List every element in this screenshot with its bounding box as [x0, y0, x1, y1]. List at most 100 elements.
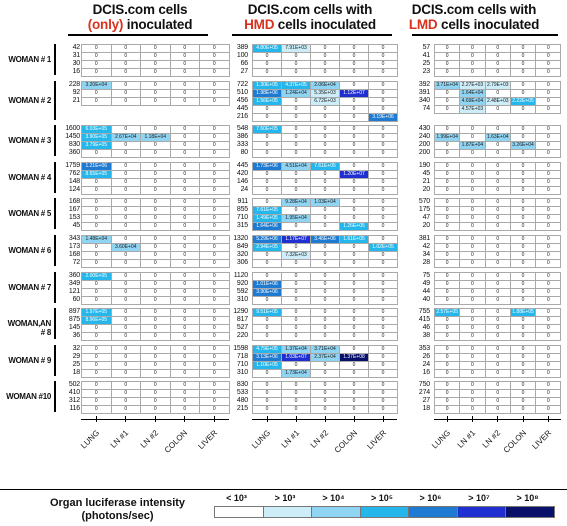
woman-label: WOMAN # 9 [8, 355, 51, 365]
intensity-cell: 0 [484, 104, 511, 114]
intensity-cell: 0 [199, 259, 230, 268]
panel-header-1: DCIS.com cells (only) inoculated [55, 2, 225, 32]
intensity-cell: 0 [140, 332, 171, 342]
intensity-cell: 0 [310, 295, 340, 305]
row-label: 310 [236, 295, 248, 303]
row-label: 750 [418, 381, 430, 389]
legend-swatch [214, 506, 264, 518]
axis-tick [471, 416, 473, 423]
row-label: 27 [240, 68, 249, 75]
row-label: 415 [418, 316, 430, 324]
row-label: 1290 [233, 308, 248, 316]
intensity-cell: 0 [434, 149, 461, 159]
woman-label: WOMAN # 6 [8, 246, 51, 255]
row-label: 430 [418, 125, 430, 133]
row-label: 18 [422, 405, 431, 413]
row-label: 480 [236, 397, 248, 405]
intensity-cell: 0 [368, 222, 398, 232]
row-label: 100 [236, 52, 248, 59]
intensity-cell: 0 [484, 259, 511, 268]
row-label: 386 [236, 133, 248, 141]
intensity-cell: 0 [140, 405, 171, 415]
intensity-cell: 0 [339, 405, 369, 415]
row-label: 1320 [233, 235, 248, 242]
legend-label: > 10⁸ [516, 493, 539, 503]
row-label: 333 [236, 141, 248, 149]
axis-tick [266, 416, 268, 423]
axis-tick [522, 416, 524, 423]
intensity-cell: 0 [110, 68, 141, 77]
intensity-cell: 0 [81, 68, 112, 77]
intensity-cell: 0 [310, 332, 340, 342]
intensity-cell: 0 [509, 259, 537, 268]
intensity-cell: 0 [368, 149, 398, 159]
group-bracket [54, 235, 56, 266]
intensity-cell: 0 [110, 295, 141, 305]
intensity-cell: 0 [434, 222, 461, 232]
row-label: 20 [422, 185, 431, 193]
row-label: 830 [236, 381, 248, 389]
intensity-cell: 0 [509, 149, 537, 159]
row-label: 42 [72, 44, 81, 51]
header-rest: cells inoculated [274, 17, 376, 32]
intensity-cell: 0 [140, 368, 171, 378]
row-label: 29 [72, 352, 81, 360]
group-bracket [54, 308, 56, 340]
row-label: 897 [68, 308, 80, 316]
group-bracket [54, 198, 56, 230]
organ-label: LUNG [78, 428, 101, 451]
row-label: 274 [418, 389, 430, 397]
row-label: 527 [236, 324, 248, 332]
row-label: 145 [68, 324, 80, 332]
row-label: 722 [236, 80, 248, 88]
organ-label: LUNG [249, 428, 272, 451]
intensity-cell: 0 [110, 332, 141, 342]
intensity-cell: 0 [252, 112, 282, 122]
row-label: 16 [422, 368, 431, 376]
intensity-cell: 0 [140, 259, 171, 268]
intensity-cell: 0 [459, 405, 486, 415]
intensity-cell: 0 [199, 96, 230, 106]
axis-tick [184, 416, 186, 423]
intensity-cell: 0 [535, 295, 562, 305]
intensity-cell: 0 [199, 368, 230, 378]
row-label: 26 [422, 352, 431, 360]
row-label: 47 [422, 214, 431, 222]
row-label: 306 [236, 259, 248, 266]
row-label: 343 [68, 235, 80, 242]
row-label: 920 [236, 279, 248, 287]
row-label: 228 [68, 80, 80, 88]
intensity-cell: 0 [169, 368, 200, 378]
group-bracket [54, 80, 56, 120]
intensity-cell: 0 [509, 332, 537, 342]
intensity-cell: 0 [484, 368, 511, 378]
intensity-cell: 0 [281, 68, 311, 77]
intensity-cell: 0 [368, 259, 398, 268]
intensity-cell: 0 [81, 185, 112, 195]
row-label: 389 [236, 44, 248, 51]
intensity-cell: 0 [252, 259, 282, 268]
intensity-cell: 0 [459, 259, 486, 268]
intensity-cell: 0 [81, 149, 112, 159]
intensity-cell: 0 [169, 332, 200, 342]
intensity-cell: 0 [339, 295, 369, 305]
row-label: 25 [422, 60, 431, 67]
legend-label: > 10⁴ [322, 493, 345, 503]
intensity-cell: 0 [140, 222, 171, 232]
intensity-cell: 0 [281, 332, 311, 342]
intensity-cell: 0 [310, 222, 340, 232]
row-label: 44 [422, 287, 431, 295]
row-label: 360 [68, 271, 80, 279]
intensity-cell: 0 [509, 405, 537, 415]
intensity-cell: 0 [199, 68, 230, 77]
row-label: 42 [422, 243, 431, 250]
row-label: 38 [422, 332, 431, 340]
row-label: 24 [422, 360, 431, 368]
row-label: 592 [236, 287, 248, 295]
intensity-cell: 0 [310, 68, 340, 77]
axis-tick [95, 416, 97, 423]
row-label: 49 [422, 279, 431, 287]
group-bracket [54, 125, 56, 157]
intensity-cell: 0 [535, 368, 562, 378]
header-line1: DCIS.com cells [92, 2, 188, 17]
